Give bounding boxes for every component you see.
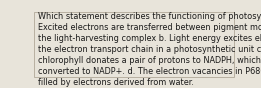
Text: Which statement describes the functioning of photosystem II? a.
Excited electron: Which statement describes the functionin… [38, 12, 261, 87]
FancyBboxPatch shape [34, 12, 234, 77]
